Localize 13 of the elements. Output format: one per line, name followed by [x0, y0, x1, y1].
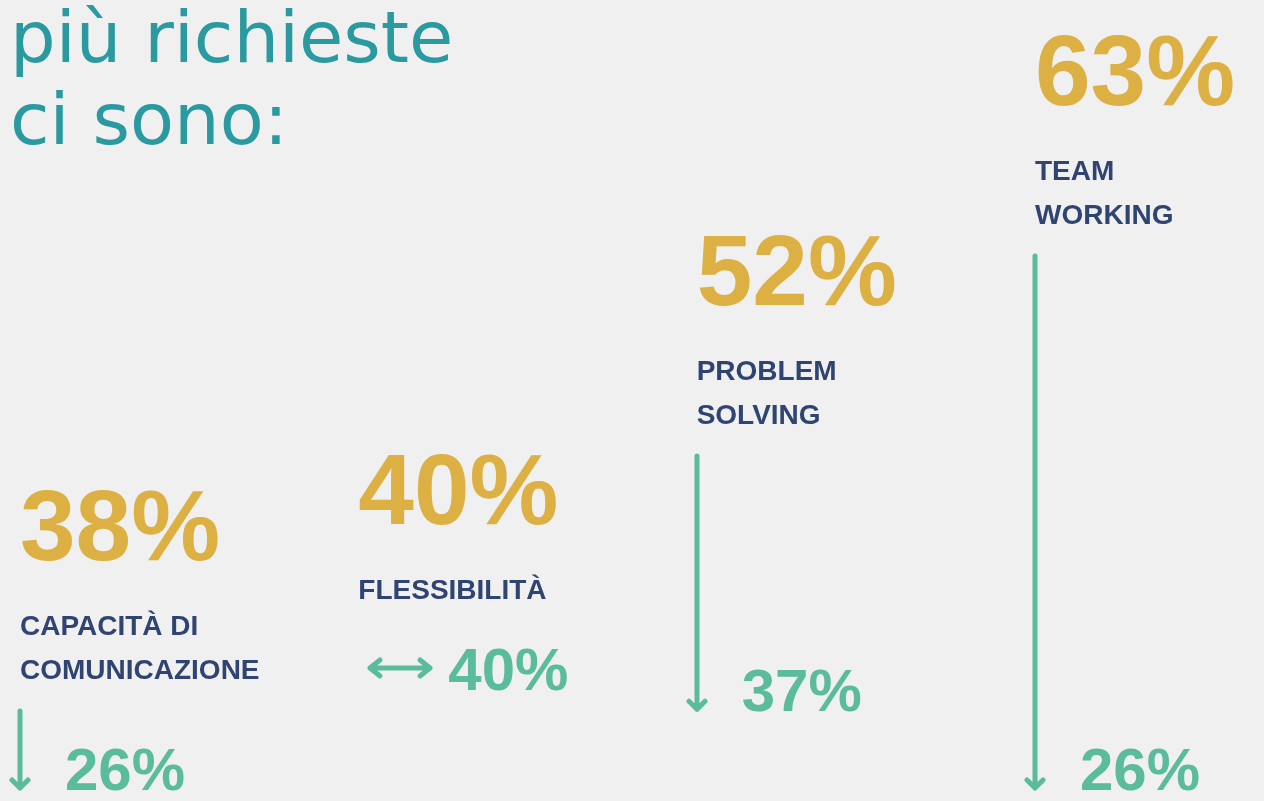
data-label: 40% — [358, 432, 559, 545]
data-label: 40% — [448, 636, 569, 703]
category-label: FLESSIBILITÀ — [358, 573, 547, 605]
text: più richieste ci sono: — [10, 0, 454, 161]
data-label: 26% — [65, 736, 186, 801]
category-label: CAPACITÀ DI COMUNICAZIONE — [20, 610, 260, 685]
data-label: 52% — [696, 214, 897, 327]
category-label: TEAM WORKING — [1035, 155, 1174, 230]
data-label: 63% — [1035, 14, 1236, 126]
data-label: 37% — [741, 657, 862, 725]
data-label: 38% — [20, 469, 221, 581]
data-label: 26% — [1080, 736, 1201, 801]
category-label: PROBLEM SOLVING — [696, 355, 837, 431]
